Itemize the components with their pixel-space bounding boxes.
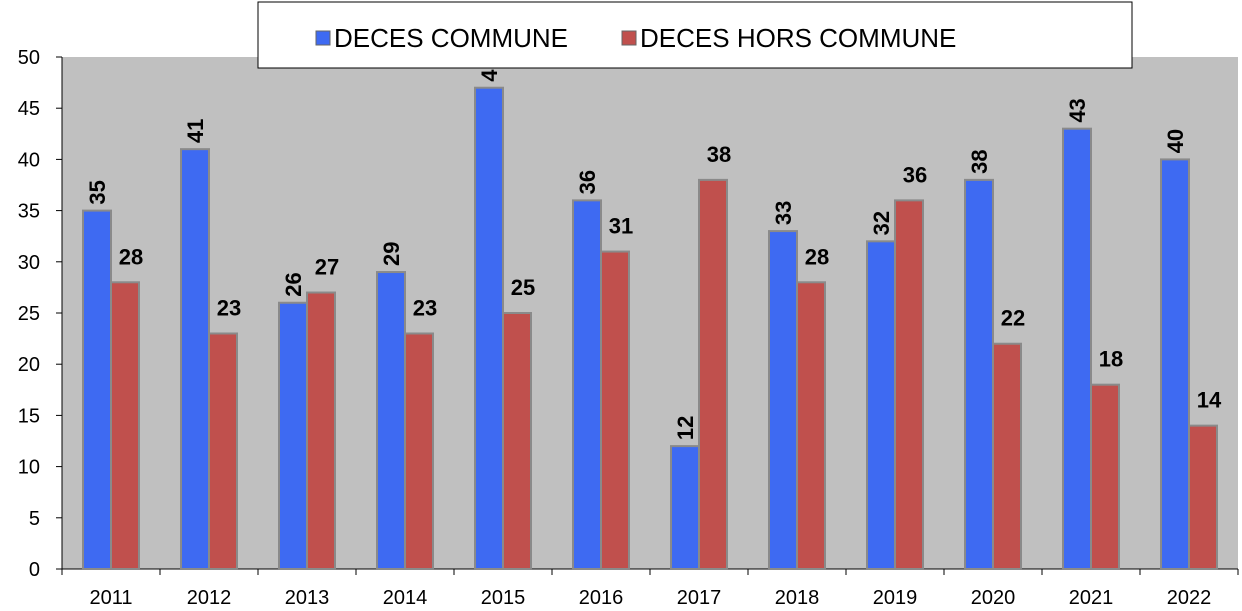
legend [257,1,1133,69]
x-tick-label: 2012 [187,587,232,609]
legend-label: DECES HORS COMMUNE [640,23,956,53]
data-label: 43 [1065,98,1090,122]
data-label: 32 [869,211,894,235]
legend-swatch [315,30,331,46]
data-label: 22 [1001,306,1025,331]
x-tick-label: 2015 [481,587,526,609]
bar [278,301,308,570]
bar [376,271,406,570]
y-tick-label: 35 [18,201,40,223]
data-label: 29 [379,242,404,266]
data-label: 25 [511,275,535,300]
x-tick-label: 2016 [579,587,624,609]
y-tick-label: 30 [18,252,40,274]
data-label: 31 [609,214,633,239]
data-label: 18 [1099,347,1123,372]
data-label: 14 [1197,388,1222,413]
bar [110,281,140,570]
x-tick-label: 2017 [677,587,722,609]
x-tick-label: 2021 [1069,587,1114,609]
x-tick-label: 2013 [285,587,330,609]
y-tick-label: 5 [29,508,40,530]
bar [572,199,602,571]
y-tick-label: 25 [18,303,40,325]
data-label: 12 [673,416,698,440]
data-label: 41 [183,119,208,143]
x-tick-label: 2020 [971,587,1016,609]
bar [964,178,994,570]
data-label: 36 [903,162,927,187]
y-tick-label: 50 [18,47,40,69]
bar [1160,158,1190,570]
data-label: 35 [85,180,110,204]
bar [1188,424,1218,571]
legend-swatch [621,30,637,46]
data-label: 38 [707,142,731,167]
data-label: 38 [967,149,992,173]
x-tick-label: 2022 [1167,587,1212,609]
bar [866,240,896,570]
bar [698,178,728,570]
bar [992,342,1022,570]
y-tick-label: 0 [29,559,40,581]
bar [180,148,210,570]
bar [670,445,700,570]
bar [208,332,238,571]
y-tick-label: 10 [18,457,40,479]
data-label: 26 [281,272,306,296]
data-label: 40 [1163,129,1188,153]
data-label: 23 [217,295,241,320]
data-label: 23 [413,295,437,320]
bar [404,332,434,571]
bar [894,199,924,571]
bar [600,250,630,570]
x-tick-label: 2019 [873,587,918,609]
y-tick-label: 45 [18,98,40,120]
bar [1062,127,1092,570]
plot-area [62,57,1238,569]
bar [82,209,112,570]
x-tick-label: 2018 [775,587,820,609]
data-label: 28 [119,244,143,269]
data-label: 33 [771,201,796,225]
y-tick-label: 15 [18,405,40,427]
bar [768,230,798,571]
bar [502,312,532,570]
bar [1090,383,1120,570]
bar [474,86,504,570]
bar [796,281,826,570]
y-tick-label: 20 [18,354,40,376]
data-label: 28 [805,244,829,269]
data-label: 36 [575,170,600,194]
bar [306,291,336,570]
x-tick-label: 2011 [89,587,132,609]
x-tick-label: 2014 [383,587,428,609]
data-label: 27 [315,255,339,280]
y-tick-label: 40 [18,149,40,171]
legend-label: DECES COMMUNE [334,23,568,53]
